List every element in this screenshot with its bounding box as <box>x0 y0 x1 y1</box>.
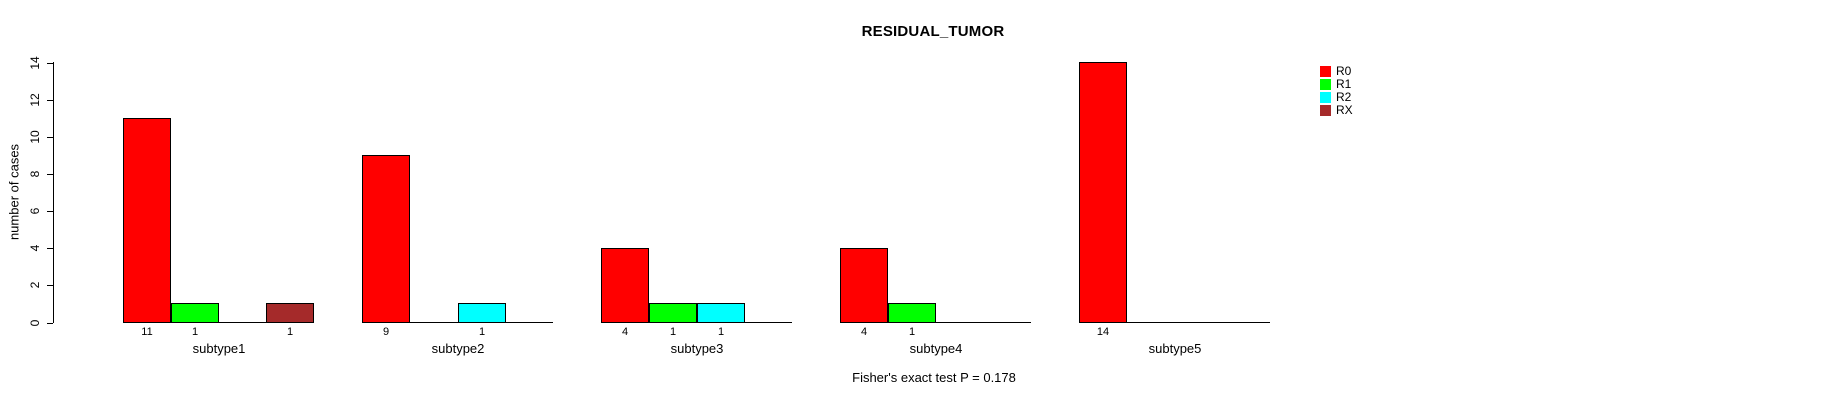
y-axis-tick <box>47 323 53 324</box>
y-tick-label: 14 <box>28 56 42 70</box>
y-tick-label: 0 <box>28 319 42 327</box>
bar-value-label-R1-subtype3: 1 <box>669 326 677 338</box>
bar-RX-subtype1 <box>266 303 314 323</box>
legend-label-r2: R2 <box>1336 90 1352 104</box>
bar-value-label-R1-subtype4: 1 <box>908 326 916 338</box>
legend-swatch-r1-icon <box>1320 79 1331 90</box>
bar-value-label-R2-subtype2: 1 <box>478 326 486 338</box>
y-axis-tick <box>47 174 53 175</box>
y-tick-label: 6 <box>28 207 42 215</box>
y-axis-line <box>53 62 54 323</box>
y-axis-tick <box>47 137 53 138</box>
y-tick-label: 8 <box>28 170 42 178</box>
y-axis-label: number of cases <box>6 143 22 241</box>
bar-value-label-R1-subtype1: 1 <box>191 326 199 338</box>
fisher-test-annotation: Fisher's exact test P = 0.178 <box>852 370 1016 385</box>
bar-R0-subtype3 <box>601 248 649 323</box>
legend-item-rx: RX <box>1320 103 1353 117</box>
y-axis-tick <box>47 100 53 101</box>
bar-value-label-R0-subtype1: 11 <box>141 326 153 338</box>
bar-value-label-R0-subtype4: 4 <box>860 326 868 338</box>
category-label-subtype1: subtype1 <box>192 341 246 356</box>
bar-value-label-RX-subtype1: 1 <box>286 326 294 338</box>
legend-swatch-r0-icon <box>1320 66 1331 77</box>
bar-R1-subtype4 <box>888 303 936 323</box>
y-tick-label: 4 <box>28 244 42 252</box>
y-tick-label: 10 <box>28 130 42 144</box>
bar-R1-subtype1 <box>171 303 219 323</box>
bar-R2-subtype2 <box>458 303 506 323</box>
legend-item-r1: R1 <box>1320 77 1353 91</box>
y-axis-tick <box>47 211 53 212</box>
category-label-subtype4: subtype4 <box>909 341 963 356</box>
category-label-subtype3: subtype3 <box>670 341 724 356</box>
legend-item-r2: R2 <box>1320 90 1353 104</box>
legend: R0 R1 R2 RX <box>1320 64 1353 117</box>
bar-R1-subtype3 <box>649 303 697 323</box>
bar-R0-subtype2 <box>362 155 410 323</box>
legend-swatch-r2-icon <box>1320 92 1331 103</box>
y-axis-tick <box>47 285 53 286</box>
legend-swatch-rx-icon <box>1320 105 1331 116</box>
y-axis-tick <box>47 248 53 249</box>
bar-R0-subtype5 <box>1079 62 1127 323</box>
x-baseline <box>1079 322 1270 323</box>
y-axis-tick <box>47 63 53 64</box>
y-tick-label: 2 <box>28 281 42 289</box>
bar-R0-subtype1 <box>123 118 171 323</box>
x-baseline <box>362 322 553 323</box>
bar-value-label-R0-subtype3: 4 <box>621 326 629 338</box>
bar-value-label-R0-subtype5: 14 <box>1096 326 1110 338</box>
chart-title: RESIDUAL_TUMOR <box>861 23 1005 40</box>
category-label-subtype2: subtype2 <box>431 341 485 356</box>
legend-label-rx: RX <box>1336 103 1353 117</box>
bar-R2-subtype3 <box>697 303 745 323</box>
bar-value-label-R2-subtype3: 1 <box>717 326 725 338</box>
bar-value-label-R0-subtype2: 9 <box>382 326 390 338</box>
legend-label-r1: R1 <box>1336 77 1352 91</box>
bar-R0-subtype4 <box>840 248 888 323</box>
legend-label-r0: R0 <box>1336 64 1352 78</box>
legend-item-r0: R0 <box>1320 64 1353 78</box>
category-label-subtype5: subtype5 <box>1148 341 1202 356</box>
y-tick-label: 12 <box>28 93 42 107</box>
